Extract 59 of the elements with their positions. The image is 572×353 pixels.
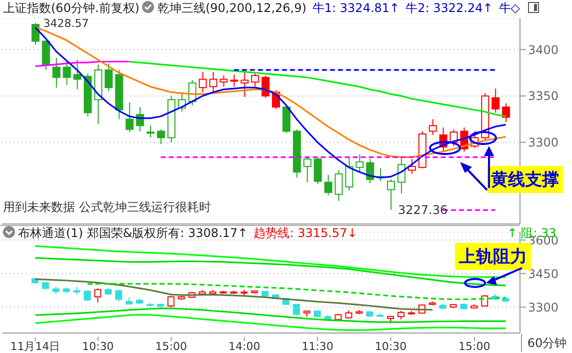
chart-subtitle: 乾坤三线(90,200,12,26,9) (157, 1, 306, 15)
candlestick (167, 295, 174, 308)
candlestick (334, 170, 343, 202)
candlestick (156, 128, 165, 145)
y-tick-label: 3400 (528, 42, 559, 57)
text: 牛◇ (498, 1, 520, 15)
x-tick-label: 15:00 (458, 340, 490, 353)
text: 60分钟 (521, 334, 572, 352)
candlestick (502, 102, 510, 122)
candlestick (94, 288, 102, 304)
candlestick (397, 156, 406, 194)
text: 牛1: 3324.81↑ (312, 1, 400, 15)
text: 牛2: 3322.24↑ (406, 1, 493, 15)
candlestick (324, 174, 332, 196)
candlestick (230, 74, 238, 88)
candlestick (428, 118, 437, 136)
y-tick-label: 3450 (528, 266, 559, 281)
candlestick (251, 73, 260, 88)
candlestick (104, 62, 113, 92)
candlestick (42, 40, 50, 70)
candlestick (115, 289, 122, 302)
candlestick (52, 57, 60, 88)
line-series (34, 314, 507, 331)
x-tick-label: 14:00 (228, 340, 260, 353)
x-tick-label: 11:30 (302, 340, 334, 353)
annotation: 3227.36 (398, 203, 448, 217)
candlestick (126, 102, 134, 133)
candlestick (303, 156, 312, 183)
candlestick (387, 178, 396, 210)
candlestick (198, 71, 207, 93)
line-series (86, 283, 507, 300)
chart-title: 布林通道(1) 郑国荣&版权所有: 3308.17↑ (18, 226, 248, 240)
annotation: 3428.57 (43, 16, 89, 30)
annotation: 用到未来数据 公式乾坤三线运行很耗时 (3, 199, 211, 216)
y-tick-label: 3300 (528, 136, 559, 150)
annotation: 上轨阻力 (459, 247, 527, 267)
candlestick (366, 158, 374, 184)
candlestick (345, 156, 354, 192)
x-tick-label: 11月14日 (10, 340, 60, 353)
annotation: 黄线支撑 (487, 166, 563, 193)
x-tick-label: 10:30 (374, 340, 407, 353)
chart-title: 上证指数(60分钟.前复权) (3, 1, 140, 15)
y-tick-label: 3300 (528, 300, 559, 314)
x-tick-label: 10:30 (82, 340, 114, 353)
candlestick (356, 154, 364, 173)
candlestick (314, 156, 322, 185)
x-tick-label: 15:00 (155, 340, 188, 353)
line-series (34, 278, 434, 311)
candlestick (84, 290, 91, 302)
candlestick (220, 75, 228, 88)
candlestick (481, 294, 488, 307)
candlestick (62, 60, 71, 86)
annotation: 趋势线: 3315.57↓ (254, 226, 358, 240)
candlestick (492, 88, 500, 114)
candlestick (209, 71, 218, 93)
candlestick (146, 125, 155, 138)
line-series (34, 308, 507, 323)
candlestick (73, 59, 82, 90)
y-tick-label: 3350 (528, 89, 559, 104)
